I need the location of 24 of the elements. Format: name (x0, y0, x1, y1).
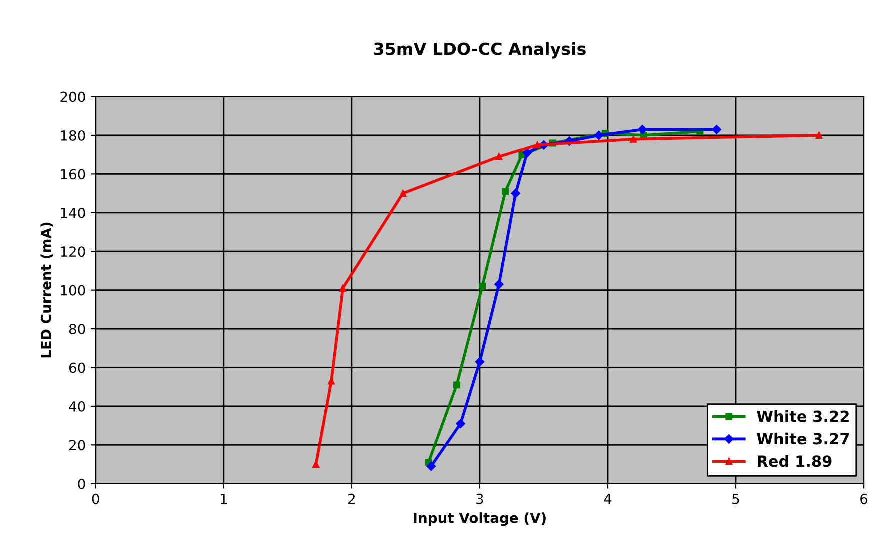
y-tick-label: 40 (69, 401, 86, 412)
y-tick-label: 140 (61, 208, 86, 218)
y-tick-label: 60 (69, 362, 86, 374)
x-tick-label: 6 (860, 494, 868, 504)
y-tick-label: 180 (61, 130, 86, 141)
legend-label: Red 1.89 (758, 455, 832, 468)
x-tick-label: 0 (92, 494, 100, 504)
y-tick-label: 100 (61, 285, 86, 296)
chart-title: 35mV LDO-CC Analysis (374, 42, 586, 59)
y-tick-label: 160 (61, 169, 86, 180)
y-tick-label: 200 (60, 92, 86, 102)
x-tick-label: 5 (732, 494, 740, 504)
x-axis-title: Input Voltage (V) (414, 512, 546, 526)
y-tick-label: 20 (70, 440, 86, 451)
y-tick-label: 0 (78, 478, 86, 490)
legend-label: White 3.27 (757, 432, 850, 445)
y-axis-title: LED Current (mA) (40, 222, 54, 358)
x-tick-label: 1 (221, 494, 228, 504)
x-tick-label: 2 (348, 494, 355, 504)
legend-label: White 3.22 (757, 410, 849, 422)
x-tick-label: 3 (476, 494, 484, 504)
x-tick-label: 4 (604, 494, 612, 504)
y-tick-label: 120 (61, 246, 86, 258)
y-tick-label: 80 (69, 324, 86, 335)
